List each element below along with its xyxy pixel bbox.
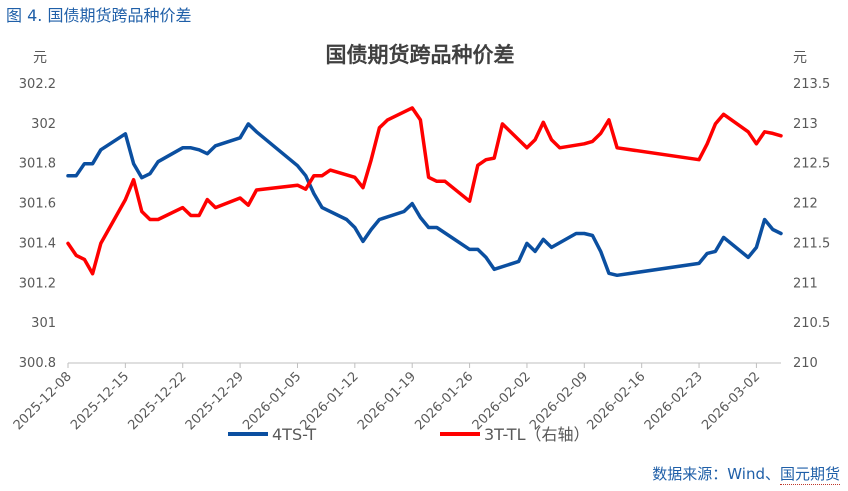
y-right-tick-label: 212.5 [793,157,830,172]
y-left-tick-label: 300.8 [19,356,56,371]
x-tick-label: 2026-02-23 [642,369,706,433]
y-right-tick-label: 212 [793,197,818,212]
y-right-tick-label: 210.5 [793,316,830,331]
y-left-tick-label: 301.8 [19,157,56,172]
x-tick-label: 2026-03-02 [699,369,763,433]
y-left-tick-label: 301.2 [19,276,56,291]
y-axis-right-unit: 元 [793,50,807,66]
source-underline [780,484,840,485]
x-tick-label: 2026-01-19 [355,369,419,433]
y-left-tick-label: 301.6 [19,197,56,212]
y-axis-left-unit: 元 [33,50,47,66]
x-tick-label: 2025-12-22 [126,369,190,433]
series-line-4ts-t [66,122,783,278]
legend-label-4ts-t: 4TS-T [272,425,316,444]
series-lines [66,106,783,278]
y-right-tick-label: 210 [793,356,818,371]
x-tick-label: 2025-12-29 [183,369,247,433]
x-tick-label: 2026-02-16 [584,369,648,433]
y-right-tick-label: 213 [793,117,818,132]
y-right-tick-label: 211.5 [793,236,830,251]
y-left-tick-label: 301.4 [19,236,56,251]
x-tick-label: 2026-01-05 [240,369,304,433]
y-left-tick-label: 302.2 [19,77,56,92]
legend-label-3t-tl: 3T-TL（右轴） [484,425,589,444]
x-axis-ticks: 2025-12-082025-12-152025-12-222025-12-29… [11,363,763,433]
y-axis-left-ticks: 302.2 302 301.8 301.6 301.4 301.2 301 300.8 [19,77,56,371]
data-source: 数据来源：Wind、国元期货 [652,465,840,483]
chart-title: 国债期货跨品种价差 [326,43,515,67]
legend: 4TS-T 3T-TL（右轴） [228,425,589,444]
y-right-tick-label: 213.5 [793,77,830,92]
y-left-tick-label: 301 [31,316,56,331]
y-axis-right-ticks: 213.5 213 212.5 212 211.5 211 210.5 210 [793,77,830,371]
x-tick-label: 2026-01-12 [298,369,362,433]
figure-label: 图 4. 国债期货跨品种价差 [6,6,192,25]
x-tick-label: 2026-02-09 [527,369,591,433]
x-tick-label: 2025-12-08 [11,369,75,433]
y-right-tick-label: 211 [793,276,818,291]
x-tick-label: 2025-12-15 [68,369,132,433]
y-left-tick-label: 302 [31,117,56,132]
x-tick-label: 2026-01-26 [412,369,476,433]
series-line-3t-tl [66,106,783,276]
x-tick-label: 2026-02-02 [470,369,534,433]
